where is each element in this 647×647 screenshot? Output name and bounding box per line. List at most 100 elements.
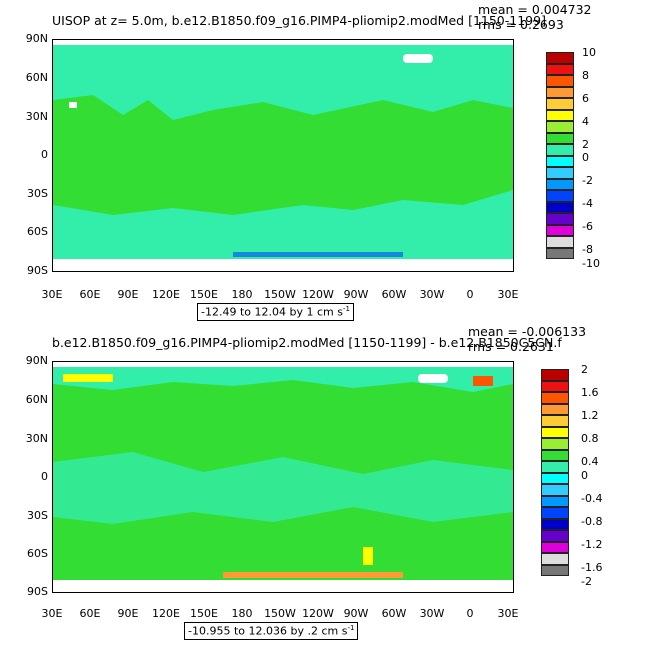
colorbar-cell <box>546 109 574 121</box>
lower-colorbar-label: -0.8 <box>581 515 603 528</box>
upper-range-text: -12.49 to 12.04 by 1 cm s <box>201 305 343 319</box>
upper-colorbar-label: 8 <box>582 69 589 82</box>
upper-lon-label: 90E <box>117 288 139 301</box>
lower-lat-label: 60N <box>25 393 48 406</box>
colorbar-cell <box>541 472 569 484</box>
colorbar-cell <box>541 553 569 565</box>
lower-colorbar-label: 0.8 <box>581 432 599 445</box>
lower-map-canvas <box>53 362 513 592</box>
lower-range-box: -10.955 to 12.036 by .2 cm s-1 <box>184 622 359 640</box>
lower-colorbar-label: 2 <box>581 363 588 376</box>
lower-panel-title: b.e12.B1850.f09_g16.PIMP4-pliomip2.modMe… <box>52 335 562 350</box>
colorbar-cell <box>546 178 574 190</box>
colorbar-cell <box>546 144 574 156</box>
colorbar-cell <box>541 403 569 415</box>
colorbar-cell <box>541 530 569 542</box>
upper-lat-label: 90S <box>27 264 48 277</box>
lower-lon-label: 120W <box>302 607 334 620</box>
lower-lon-label: 0 <box>466 607 474 620</box>
lower-colorbar-label: -1.6 <box>581 561 603 574</box>
upper-panel-title: UISOP at z= 5.0m, b.e12.B1850.f09_g16.PI… <box>52 13 546 28</box>
lower-colorbar-label: 0 <box>581 469 588 482</box>
colorbar-cell <box>541 426 569 438</box>
upper-land-patch <box>403 54 433 63</box>
lower-colorbar-label: 1.2 <box>581 409 599 422</box>
upper-lon-label: 180 <box>231 288 253 301</box>
lower-lon-label: 30E <box>41 607 63 620</box>
colorbar-cell <box>541 541 569 553</box>
colorbar-cell <box>546 121 574 133</box>
upper-colorbar-label: 0 <box>582 151 589 164</box>
upper-lon-label: 120W <box>302 288 334 301</box>
colorbar-cell <box>546 167 574 179</box>
upper-lat-label: 60N <box>25 71 48 84</box>
lower-lon-label: 30E <box>497 607 519 620</box>
colorbar-cell <box>541 392 569 404</box>
upper-lon-label: 30E <box>41 288 63 301</box>
upper-colorbar-label: -10 <box>582 257 600 270</box>
upper-lon-label: 30W <box>419 288 445 301</box>
upper-colorbar: 10 8 6 4 2 0 -2 -4 -6 -8 -10 <box>546 46 636 270</box>
colorbar-cell <box>541 415 569 427</box>
lower-lat-label: 90S <box>27 585 48 598</box>
lower-lat-label: 30S <box>27 509 48 522</box>
lower-southern-band <box>223 572 403 578</box>
upper-colorbar-label: 2 <box>582 138 589 151</box>
colorbar-cell <box>546 247 574 259</box>
upper-zero-region <box>53 95 513 215</box>
lower-panel-rms: rms = 0.2631 <box>468 339 554 354</box>
upper-panel-rms: rms = 0.2693 <box>478 17 564 32</box>
colorbar-cell <box>546 213 574 225</box>
upper-map <box>52 39 514 272</box>
upper-map-canvas <box>53 40 513 271</box>
lower-colorbar-label: 0.4 <box>581 455 599 468</box>
upper-lat-label: 30S <box>27 187 48 200</box>
colorbar-cell <box>541 438 569 450</box>
lower-range-sup: -1 <box>347 624 355 632</box>
lower-lon-label: 180 <box>231 607 253 620</box>
lower-lon-label: 30W <box>419 607 445 620</box>
lower-lon-label: 120E <box>152 607 180 620</box>
colorbar-cell <box>541 380 569 392</box>
upper-land-patch-2 <box>69 102 77 108</box>
upper-lon-label: 30E <box>497 288 519 301</box>
colorbar-cell <box>546 86 574 98</box>
lower-lon-label: 90E <box>117 607 139 620</box>
colorbar-cell <box>546 98 574 110</box>
colorbar-cell <box>541 369 569 381</box>
colorbar-cell <box>546 132 574 144</box>
upper-lon-label: 60E <box>79 288 101 301</box>
upper-colorbar-label: -6 <box>582 220 593 233</box>
colorbar-cell <box>541 507 569 519</box>
lower-lat-label: 0 <box>41 470 48 483</box>
colorbar-cell <box>541 484 569 496</box>
upper-range-sup: -1 <box>342 305 350 313</box>
lower-lat-label: 30N <box>25 432 48 445</box>
lower-lon-label: 60W <box>381 607 407 620</box>
lower-lon-label: 90W <box>343 607 369 620</box>
colorbar-cell <box>546 224 574 236</box>
colorbar-cell <box>541 564 569 576</box>
lower-land-patch <box>418 374 448 383</box>
upper-lon-label: 120E <box>152 288 180 301</box>
upper-lat-label: 30N <box>25 110 48 123</box>
upper-lon-label: 150W <box>264 288 296 301</box>
upper-colorbar-label: -8 <box>582 243 593 256</box>
colorbar-cell <box>546 201 574 213</box>
colorbar-cell <box>541 495 569 507</box>
upper-colorbar-label: 6 <box>582 92 589 105</box>
upper-lat-label: 90N <box>25 32 48 45</box>
lower-colorbar-label: -1.2 <box>581 538 603 551</box>
lower-lat-label: 90N <box>25 354 48 367</box>
upper-colorbar-label: -4 <box>582 197 593 210</box>
upper-panel-mean: mean = 0.004732 <box>478 2 592 17</box>
upper-lat-label: 0 <box>41 148 48 161</box>
upper-panel: UISOP at z= 5.0m, b.e12.B1850.f09_g16.PI… <box>0 0 647 321</box>
lower-panel-mean: mean = -0.006133 <box>468 324 587 339</box>
upper-colorbar-label: 4 <box>582 115 589 128</box>
upper-lon-label: 150E <box>190 288 218 301</box>
lower-arctic-anomaly <box>63 374 113 382</box>
upper-lon-label: 0 <box>466 288 474 301</box>
colorbar-cell <box>546 236 574 248</box>
colorbar-cell <box>546 190 574 202</box>
